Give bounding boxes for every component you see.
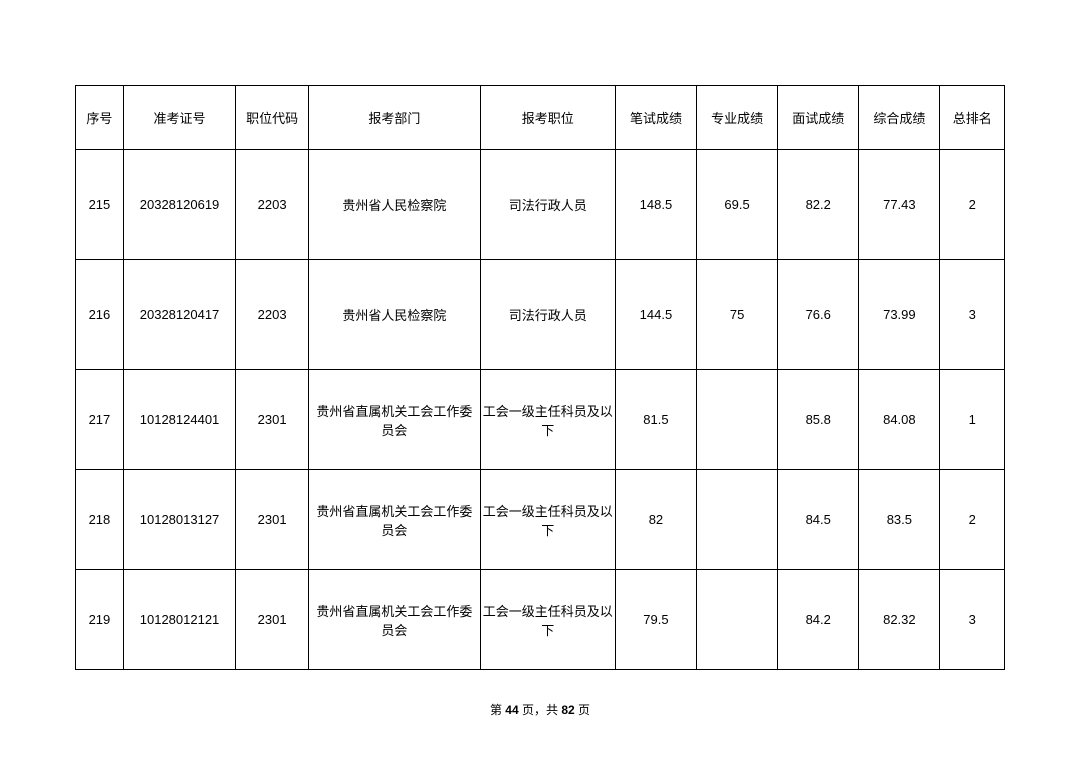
cell-total: 82.32	[859, 570, 940, 670]
table-row: 215203281206192203贵州省人民检察院司法行政人员148.569.…	[76, 150, 1005, 260]
cell-position: 司法行政人员	[480, 150, 615, 260]
footer-suffix: 页	[575, 703, 590, 717]
cell-job_code: 2203	[236, 260, 309, 370]
cell-job_code: 2301	[236, 570, 309, 670]
table-row: 216203281204172203贵州省人民检察院司法行政人员144.5757…	[76, 260, 1005, 370]
cell-seq: 216	[76, 260, 124, 370]
header-written: 笔试成绩	[615, 86, 696, 150]
cell-written: 148.5	[615, 150, 696, 260]
cell-dept: 贵州省直属机关工会工作委员会	[309, 570, 481, 670]
table-row: 217101281244012301贵州省直属机关工会工作委员会工会一级主任科员…	[76, 370, 1005, 470]
page-footer: 第 44 页，共 82 页	[0, 701, 1080, 718]
cell-rank: 3	[940, 570, 1005, 670]
footer-total-pages: 82	[561, 703, 574, 717]
cell-job_code: 2203	[236, 150, 309, 260]
cell-pro: 75	[697, 260, 778, 370]
cell-pro	[697, 570, 778, 670]
cell-exam_no: 20328120619	[123, 150, 235, 260]
header-seq: 序号	[76, 86, 124, 150]
cell-position: 工会一级主任科员及以下	[480, 570, 615, 670]
table-header-row: 序号 准考证号 职位代码 报考部门 报考职位 笔试成绩 专业成绩 面试成绩 综合…	[76, 86, 1005, 150]
cell-seq: 215	[76, 150, 124, 260]
cell-total: 84.08	[859, 370, 940, 470]
cell-dept: 贵州省直属机关工会工作委员会	[309, 470, 481, 570]
cell-exam_no: 10128013127	[123, 470, 235, 570]
cell-pro	[697, 470, 778, 570]
cell-seq: 219	[76, 570, 124, 670]
cell-rank: 2	[940, 150, 1005, 260]
footer-current-page: 44	[505, 703, 518, 717]
header-position: 报考职位	[480, 86, 615, 150]
cell-dept: 贵州省人民检察院	[309, 260, 481, 370]
cell-position: 工会一级主任科员及以下	[480, 370, 615, 470]
table-body: 215203281206192203贵州省人民检察院司法行政人员148.569.…	[76, 150, 1005, 670]
footer-mid: 页，共	[519, 703, 562, 717]
cell-written: 81.5	[615, 370, 696, 470]
cell-rank: 2	[940, 470, 1005, 570]
table-row: 219101280121212301贵州省直属机关工会工作委员会工会一级主任科员…	[76, 570, 1005, 670]
cell-position: 工会一级主任科员及以下	[480, 470, 615, 570]
cell-dept: 贵州省人民检察院	[309, 150, 481, 260]
cell-interview: 82.2	[778, 150, 859, 260]
table-row: 218101280131272301贵州省直属机关工会工作委员会工会一级主任科员…	[76, 470, 1005, 570]
cell-dept: 贵州省直属机关工会工作委员会	[309, 370, 481, 470]
cell-position: 司法行政人员	[480, 260, 615, 370]
score-table: 序号 准考证号 职位代码 报考部门 报考职位 笔试成绩 专业成绩 面试成绩 综合…	[75, 85, 1005, 670]
cell-interview: 85.8	[778, 370, 859, 470]
cell-job_code: 2301	[236, 370, 309, 470]
cell-rank: 3	[940, 260, 1005, 370]
header-exam-no: 准考证号	[123, 86, 235, 150]
cell-total: 73.99	[859, 260, 940, 370]
cell-exam_no: 20328120417	[123, 260, 235, 370]
cell-exam_no: 10128124401	[123, 370, 235, 470]
cell-exam_no: 10128012121	[123, 570, 235, 670]
cell-interview: 84.2	[778, 570, 859, 670]
cell-interview: 84.5	[778, 470, 859, 570]
header-dept: 报考部门	[309, 86, 481, 150]
cell-rank: 1	[940, 370, 1005, 470]
header-total: 综合成绩	[859, 86, 940, 150]
cell-job_code: 2301	[236, 470, 309, 570]
header-interview: 面试成绩	[778, 86, 859, 150]
cell-total: 83.5	[859, 470, 940, 570]
cell-written: 144.5	[615, 260, 696, 370]
page-container: 序号 准考证号 职位代码 报考部门 报考职位 笔试成绩 专业成绩 面试成绩 综合…	[0, 0, 1080, 670]
cell-interview: 76.6	[778, 260, 859, 370]
cell-written: 79.5	[615, 570, 696, 670]
header-job-code: 职位代码	[236, 86, 309, 150]
footer-prefix: 第	[490, 703, 505, 717]
cell-pro: 69.5	[697, 150, 778, 260]
cell-written: 82	[615, 470, 696, 570]
header-pro: 专业成绩	[697, 86, 778, 150]
cell-total: 77.43	[859, 150, 940, 260]
cell-seq: 217	[76, 370, 124, 470]
cell-seq: 218	[76, 470, 124, 570]
header-rank: 总排名	[940, 86, 1005, 150]
cell-pro	[697, 370, 778, 470]
